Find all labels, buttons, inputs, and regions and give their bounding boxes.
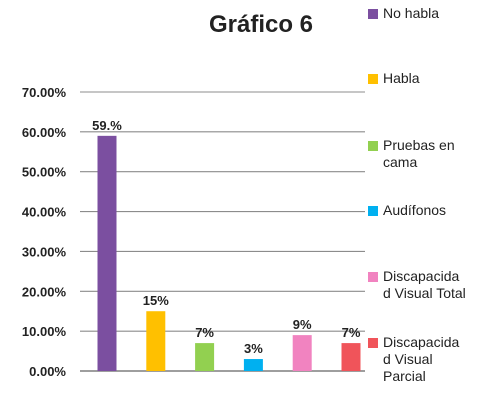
- legend-item-pruebas-en-cama: Pruebas en cama: [368, 137, 479, 171]
- legend-item-habla: Habla: [368, 70, 484, 87]
- legend-swatch: [368, 74, 378, 84]
- data-label: 7%: [342, 325, 361, 340]
- data-label: 7%: [195, 325, 214, 340]
- bar-pruebas-en-cama: [195, 343, 215, 371]
- legend-label: No habla: [383, 5, 440, 21]
- grid-lines: [80, 91, 365, 372]
- legend-label: Discapacida d Visual Total: [383, 268, 466, 301]
- legend-swatch: [368, 206, 378, 216]
- legend-label: Pruebas en cama: [383, 137, 455, 170]
- data-label: 15%: [143, 293, 169, 308]
- bar-habla: [146, 311, 166, 371]
- legend-label: Habla: [383, 70, 420, 86]
- legend-item-discapacidad-visual-parcial: Discapacida d Visual Parcial: [368, 334, 469, 385]
- data-label: 9%: [293, 317, 312, 332]
- bar-no-habla: [97, 135, 117, 371]
- y-tick-label: 60.00%: [22, 125, 67, 140]
- y-axis-ticks: 0.00% 10.00% 20.00% 30.00% 40.00% 50.00% 60.00…: [22, 85, 67, 379]
- data-label: 59.%: [92, 118, 122, 133]
- y-tick-label: 70.00%: [22, 85, 67, 100]
- bar-aud-fonos: [243, 359, 263, 371]
- y-tick-label: 50.00%: [22, 165, 67, 180]
- legend-swatch: [368, 9, 378, 19]
- y-tick-label: 10.00%: [22, 324, 67, 339]
- bar-discapacidad-visual-total: [292, 335, 312, 371]
- y-tick-label: 40.00%: [22, 205, 67, 220]
- legend-label: Audífonos: [383, 202, 447, 218]
- legend-swatch: [368, 272, 378, 282]
- legend-label: Discapacida d Visual Parcial: [383, 334, 460, 384]
- legend-item-discapacidad-visual-total: Discapacida d Visual Total: [368, 268, 469, 302]
- legend-item-audifonos: Audífonos: [368, 202, 484, 219]
- legend-swatch: [368, 141, 378, 151]
- y-tick-label: 0.00%: [29, 364, 66, 379]
- chart-title: Gráfico 6: [208, 11, 314, 38]
- bars: [97, 135, 361, 371]
- data-labels: 59.% 15% 7% 3% 9% 7%: [92, 118, 361, 356]
- data-label: 3%: [244, 341, 263, 356]
- y-tick-label: 20.00%: [22, 284, 67, 299]
- legend-swatch: [368, 338, 378, 348]
- y-tick-label: 30.00%: [22, 244, 67, 259]
- bar-discapacidad-visual-parcial: [341, 343, 361, 371]
- legend-item-no-habla: No habla: [368, 5, 484, 22]
